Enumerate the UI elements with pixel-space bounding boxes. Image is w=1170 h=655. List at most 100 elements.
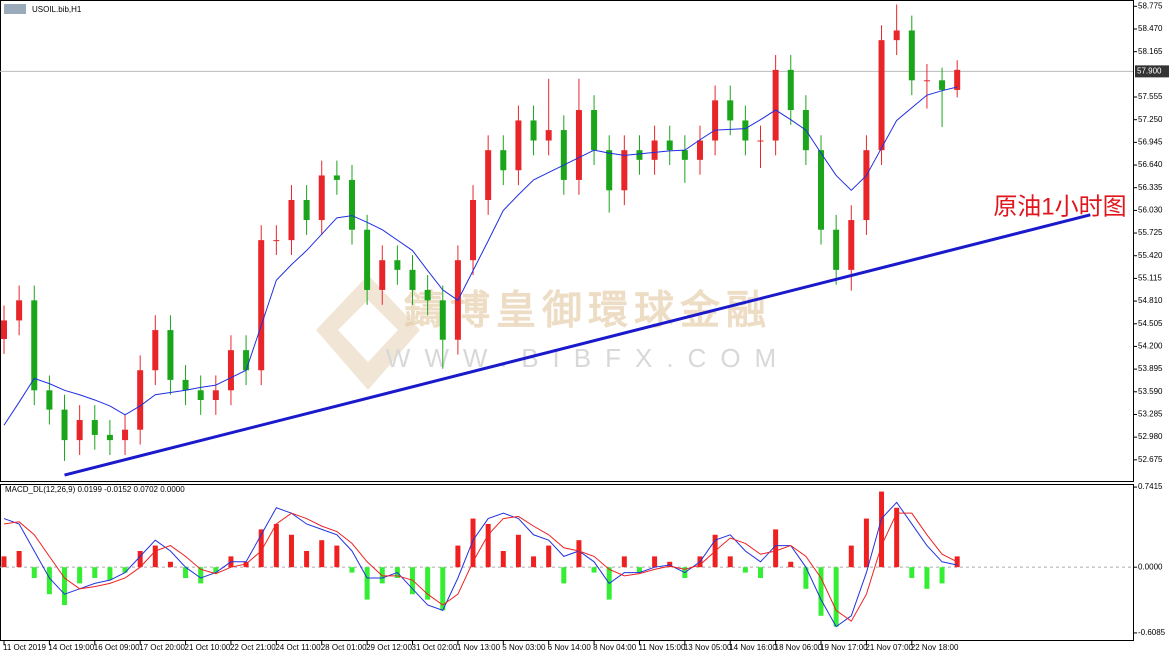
candle-body	[91, 420, 98, 435]
watermark-logo	[316, 275, 420, 390]
candle-body	[137, 370, 144, 430]
y-tick-label: 58.165	[1138, 47, 1163, 56]
candle-body	[848, 220, 855, 270]
candle-body	[923, 80, 930, 82]
candle-body	[545, 130, 552, 141]
x-tick-label: 17 Oct 20:00	[139, 643, 185, 652]
macd-title: MACD_DL(12,26,9) 0.0199 -0.0152 0.0702 0…	[5, 485, 185, 494]
macd-line	[3, 501, 958, 628]
x-tick-label: 5 Nov 03:00	[502, 643, 546, 652]
candle-body	[908, 30, 915, 81]
candle-body	[122, 429, 129, 441]
candle-body	[394, 260, 401, 270]
candle-body	[348, 179, 355, 230]
histogram-bar	[349, 567, 355, 573]
histogram-bar	[636, 567, 642, 573]
candle-body	[379, 260, 386, 290]
y-tick-label: 57.250	[1138, 115, 1163, 124]
candle-body	[470, 199, 477, 261]
candle-body	[303, 199, 310, 221]
candle-body	[606, 150, 613, 191]
histogram-bar	[334, 545, 340, 568]
histogram-bar	[500, 550, 506, 568]
signal-line	[3, 512, 958, 622]
candle-body	[46, 390, 53, 410]
x-tick-label: 21 Oct 10:00	[185, 643, 231, 652]
histogram-bar	[863, 518, 869, 568]
histogram-bar	[546, 545, 552, 568]
x-tick-label: 13 Nov 05:00	[684, 643, 732, 652]
x-tick-label: 21 Nov 07:00	[865, 643, 913, 652]
histogram-bar	[576, 540, 582, 568]
histogram-bar	[46, 567, 52, 595]
x-tick-label: 24 Oct 11:00	[275, 643, 321, 652]
candle-body	[681, 150, 688, 160]
candle-body	[318, 175, 325, 221]
histogram-bar	[152, 545, 158, 568]
x-tick-label: 19 Nov 17:00	[820, 643, 868, 652]
y-tick-label: 53.285	[1138, 410, 1163, 419]
y-tick-label: 54.505	[1138, 319, 1163, 328]
x-tick-label: 6 Nov 14:00	[548, 643, 592, 652]
histogram-bar	[788, 561, 794, 568]
y-tick-label: 56.030	[1138, 206, 1163, 215]
histogram-bar	[758, 567, 763, 578]
x-tick-label: 11 Oct 2019	[3, 643, 47, 652]
candle-body	[666, 140, 673, 151]
histogram-bar	[198, 567, 204, 584]
histogram-bar	[485, 523, 491, 568]
candle-body	[273, 240, 280, 242]
candle-body	[575, 110, 582, 180]
candle-body	[621, 150, 628, 191]
histogram-bar	[62, 567, 68, 605]
candle-body	[152, 330, 159, 371]
candle-body	[227, 350, 234, 391]
histogram-bar	[258, 529, 264, 568]
trendline	[64, 213, 1091, 477]
candle-body	[61, 409, 68, 441]
candle-body	[772, 69, 779, 141]
histogram-bar	[31, 567, 37, 578]
x-tick-label: 31 Oct 02:00	[412, 643, 458, 652]
histogram-bar	[833, 567, 839, 627]
candle-body	[424, 289, 431, 301]
candle-body	[333, 175, 340, 180]
candle-body	[954, 69, 961, 90]
candle-body	[182, 379, 189, 391]
histogram-bar	[288, 534, 294, 568]
candle-body	[651, 140, 658, 160]
x-tick-label: 22 Nov 18:00	[911, 643, 959, 652]
candle-body	[364, 229, 371, 290]
histogram-bar	[273, 523, 279, 568]
candle-body	[31, 300, 38, 391]
histogram-bar	[304, 550, 310, 568]
histogram-bar	[319, 540, 325, 568]
candle-body	[833, 229, 840, 270]
candle-body	[76, 420, 83, 441]
x-tick-label: 14 Nov 16:00	[729, 643, 777, 652]
y-tick-label: 55.115	[1138, 274, 1162, 283]
histogram-bar	[879, 491, 885, 568]
histogram-bar	[773, 529, 779, 568]
candle-body	[167, 330, 174, 380]
histogram-bar	[213, 567, 219, 573]
candle-body	[560, 130, 567, 180]
candle-body	[500, 150, 507, 171]
candle-body	[863, 150, 870, 221]
macd-frame	[0, 484, 1134, 641]
candle-body	[878, 40, 885, 151]
histogram-bar	[924, 567, 930, 589]
candle-body	[439, 300, 446, 340]
y-tick-label: 56.945	[1138, 137, 1163, 146]
x-tick-label: 29 Oct 12:00	[366, 643, 412, 652]
candle-body	[515, 120, 522, 171]
x-tick-label: 28 Oct 01:00	[321, 643, 367, 652]
candle-body	[106, 434, 113, 441]
candle-body	[197, 390, 204, 400]
y-tick-label: 55.420	[1138, 251, 1163, 260]
y-tick-label: 52.675	[1138, 455, 1163, 464]
candle-body	[696, 140, 703, 160]
y-tick-label: -0.6085	[1138, 628, 1166, 637]
watermark-text: 鑄博皇御環球金融	[403, 288, 772, 333]
